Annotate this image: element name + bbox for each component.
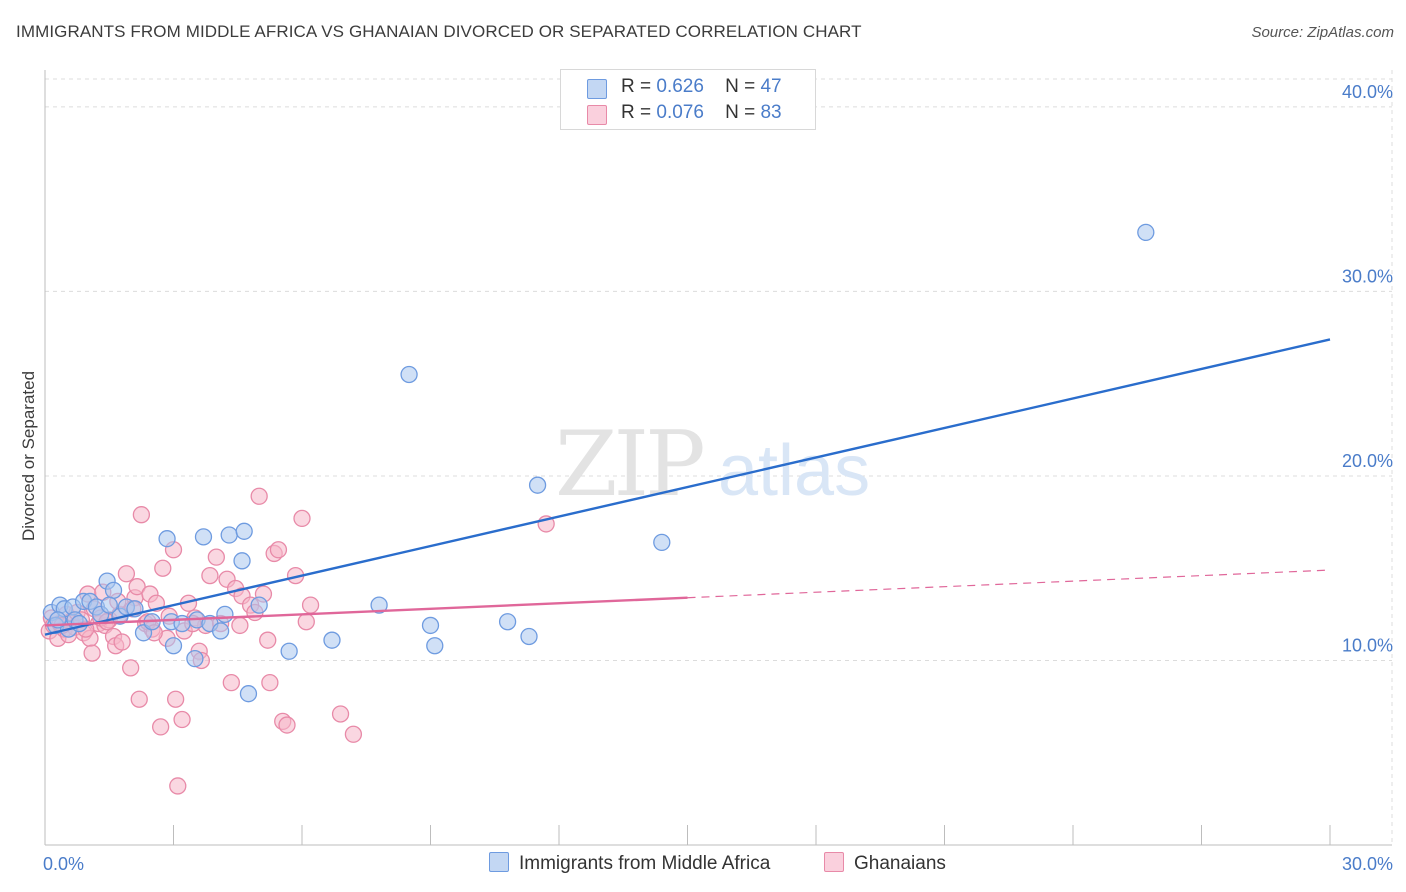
ghanaian-point bbox=[151, 718, 170, 736]
chart-title: IMMIGRANTS FROM MIDDLE AFRICA VS GHANAIA… bbox=[16, 22, 862, 41]
middle-africa-point bbox=[173, 614, 191, 633]
middle-africa-point bbox=[250, 596, 268, 614]
ghanaian-point bbox=[344, 725, 363, 743]
ghanaian-point bbox=[293, 509, 311, 528]
legend-n-label: N = bbox=[725, 76, 756, 97]
ghanaian-point bbox=[269, 541, 288, 559]
ghanaian-point bbox=[231, 616, 249, 635]
y-axis-label: Divorced or Separated bbox=[19, 371, 38, 541]
legend-swatch-blue bbox=[587, 79, 607, 99]
correlation-legend: R = 0.626 N = 47 R = 0.076 N = 83 bbox=[560, 69, 816, 130]
y-tick-label: 30.0% bbox=[1342, 266, 1393, 286]
middle-africa-point bbox=[194, 528, 213, 546]
middle-africa-point bbox=[186, 649, 204, 668]
ghanaian-trend-extension bbox=[687, 569, 1331, 599]
ghanaian-point bbox=[83, 644, 101, 662]
tick-labels: 10.0% 20.0% 30.0% 40.0% 0.0% 30.0% bbox=[43, 82, 1393, 874]
ghanaian-point bbox=[201, 566, 219, 585]
legend-n-label: N = bbox=[725, 102, 756, 123]
middle-africa-trend-line bbox=[44, 338, 1331, 636]
ghanaian-point bbox=[113, 633, 131, 651]
middle-africa-point bbox=[235, 522, 253, 540]
ghanaian-point bbox=[122, 659, 140, 677]
source-credit: Source: ZipAtlas.com bbox=[1251, 24, 1394, 41]
ghanaian-point bbox=[259, 631, 277, 649]
middle-africa-point bbox=[400, 365, 418, 384]
middle-africa-point bbox=[421, 616, 440, 635]
ghanaian-point bbox=[250, 487, 268, 505]
y-tick-label: 40.0% bbox=[1342, 82, 1393, 102]
axes bbox=[44, 70, 1392, 846]
legend-r-label: R = bbox=[621, 102, 652, 123]
trend-lines bbox=[44, 338, 1331, 636]
legend-r-value-1: 0.626 bbox=[656, 76, 704, 97]
ghanaian-point bbox=[169, 777, 187, 795]
grid-lines bbox=[45, 70, 1393, 845]
middle-africa-point bbox=[498, 613, 517, 631]
middle-africa-point bbox=[158, 530, 176, 548]
middle-africa-point bbox=[164, 637, 183, 655]
middle-africa-point bbox=[211, 622, 230, 640]
bottom-legend-middle-africa: Immigrants from Middle Africa bbox=[489, 852, 770, 875]
ghanaian-point bbox=[301, 596, 320, 614]
legend-r-value-2: 0.076 bbox=[656, 102, 704, 123]
middle-africa-points bbox=[42, 223, 1155, 703]
ghanaian-point bbox=[166, 690, 185, 708]
ghanaian-point bbox=[297, 613, 315, 631]
middle-africa-point bbox=[323, 631, 341, 649]
legend-n-value-1: 47 bbox=[760, 76, 782, 97]
middle-africa-point bbox=[528, 476, 547, 494]
y-tick-label: 10.0% bbox=[1342, 635, 1393, 655]
watermark-atlas: atlas bbox=[718, 431, 870, 511]
middle-africa-point bbox=[1137, 223, 1155, 242]
ghanaian-point bbox=[207, 548, 225, 566]
ghanaian-point bbox=[130, 690, 148, 708]
ghanaian-point bbox=[222, 673, 240, 692]
x-tick-label: 30.0% bbox=[1342, 854, 1393, 874]
y-tick-label: 20.0% bbox=[1342, 451, 1393, 471]
ghanaian-point bbox=[117, 565, 136, 583]
middle-africa-point bbox=[104, 581, 123, 600]
bottom-legend-label-2: Ghanaians bbox=[854, 853, 946, 874]
middle-africa-point bbox=[100, 596, 118, 614]
middle-africa-point bbox=[239, 685, 258, 703]
legend-swatch-pink bbox=[587, 105, 607, 125]
ghanaian-point bbox=[261, 673, 279, 692]
ghanaian-point bbox=[331, 705, 350, 723]
ghanaian-point bbox=[128, 578, 146, 596]
ghanaian-point bbox=[278, 716, 296, 734]
ghanaian-point bbox=[132, 506, 151, 524]
bottom-legend-swatch-pink bbox=[824, 852, 844, 872]
middle-africa-point bbox=[653, 533, 671, 552]
ghanaian-point bbox=[154, 559, 172, 577]
ghanaian-trend-line bbox=[44, 596, 688, 627]
watermark: ZIP atlas bbox=[555, 412, 870, 517]
legend-r-label: R = bbox=[621, 76, 652, 97]
legend-n-value-2: 83 bbox=[760, 102, 782, 123]
ghanaian-points bbox=[40, 487, 555, 795]
middle-africa-point bbox=[370, 596, 388, 614]
middle-africa-point bbox=[216, 605, 234, 623]
middle-africa-point bbox=[520, 627, 538, 646]
x-tick-label: 0.0% bbox=[43, 854, 84, 874]
middle-africa-point bbox=[280, 642, 298, 660]
bottom-legend-swatch-blue bbox=[489, 852, 509, 872]
middle-africa-point bbox=[233, 552, 251, 570]
ghanaian-point bbox=[173, 710, 191, 729]
middle-africa-point bbox=[220, 526, 238, 544]
middle-africa-point bbox=[426, 637, 444, 655]
bottom-legend-label-1: Immigrants from Middle Africa bbox=[519, 853, 771, 874]
bottom-legend-ghanaians: Ghanaians bbox=[824, 852, 946, 875]
